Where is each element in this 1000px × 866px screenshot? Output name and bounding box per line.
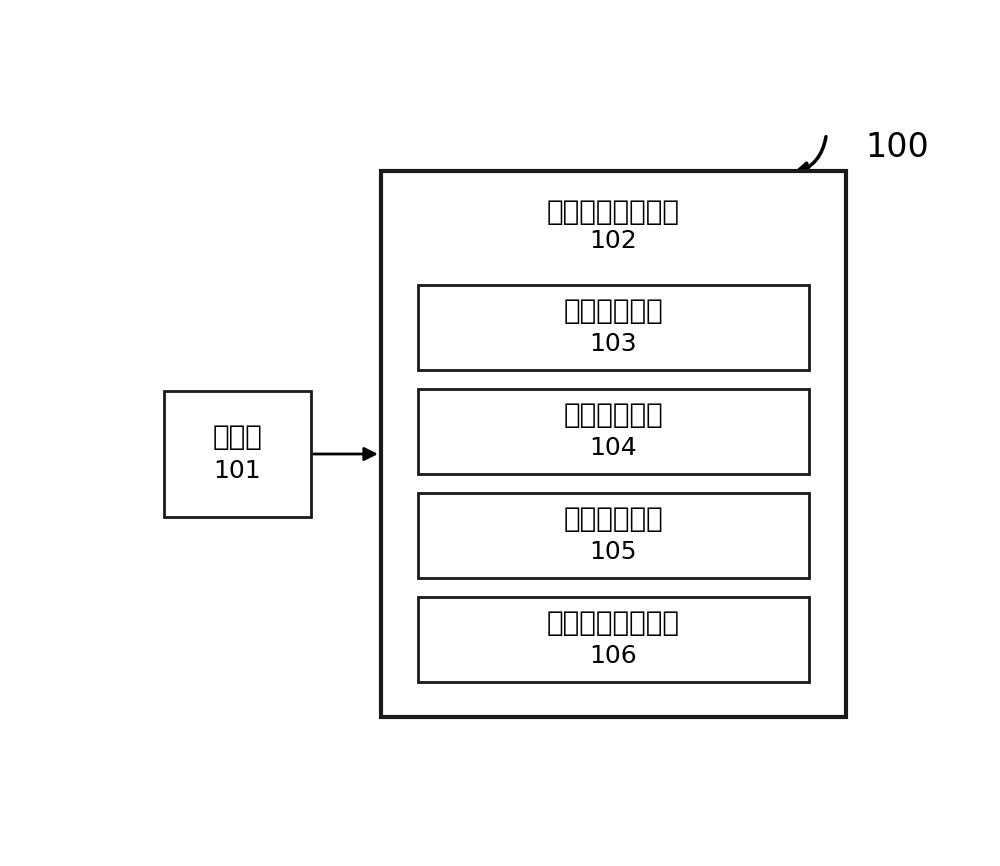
Bar (418, 494, 809, 578)
FancyArrowPatch shape (796, 137, 826, 175)
Bar (418, 390, 809, 474)
Text: 流控阀值计算模块: 流控阀值计算模块 (547, 609, 680, 637)
Text: 数据采集模块: 数据采集模块 (563, 297, 663, 325)
Text: 数据存储模块: 数据存储模块 (563, 505, 663, 533)
Text: 102: 102 (589, 229, 637, 253)
Text: 103: 103 (589, 333, 637, 357)
Bar (381, 171, 846, 717)
Text: 101: 101 (214, 459, 261, 482)
Text: 流控阀值调整单元: 流控阀值调整单元 (547, 198, 680, 226)
Bar (418, 286, 809, 370)
Bar (164, 391, 311, 517)
Text: 105: 105 (590, 540, 637, 565)
Text: 106: 106 (589, 644, 637, 669)
Text: 数据库: 数据库 (212, 423, 262, 451)
Text: 数据处理模块: 数据处理模块 (563, 401, 663, 429)
Text: 104: 104 (589, 436, 637, 461)
Text: 100: 100 (865, 131, 929, 164)
Bar (418, 597, 809, 682)
